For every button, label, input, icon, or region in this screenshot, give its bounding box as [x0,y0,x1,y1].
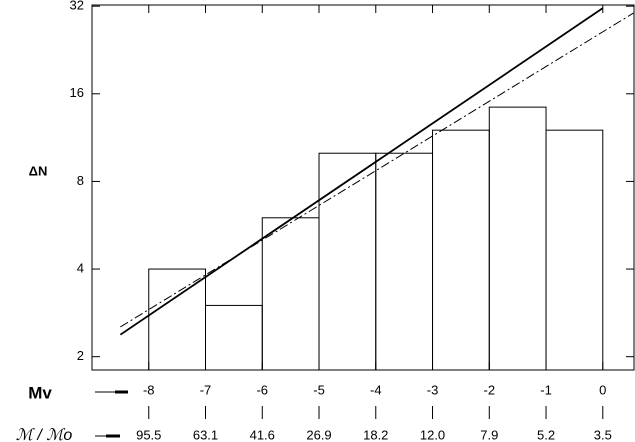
bar [545,129,604,370]
x-tick-label: -3 [427,382,439,397]
plot-area [119,7,634,370]
x-tick-label: -1 [540,382,552,397]
x2-tick-label: 95.5 [136,427,161,442]
x-tick-label: -6 [256,382,268,397]
bar [261,217,320,370]
x-tick-label: 0 [599,382,606,397]
x2-tick-label: 3.5 [594,427,612,442]
y-tick-label: 32 [70,0,84,13]
x-tick-label: -8 [143,382,155,397]
x2-tick-label: 41.6 [250,427,275,442]
plot-frame [91,4,635,371]
y-tick-label: 4 [77,260,84,275]
x-tick-label: -7 [200,382,212,397]
x-axis-label: Mv [28,383,52,402]
fit-line [119,7,604,336]
x2-tick-label: 18.2 [363,427,388,442]
y-tick-label: 16 [70,85,84,100]
bar [318,152,377,370]
bar [432,129,490,370]
x2-tick-label: 26.9 [306,427,331,442]
x2-axis-label: ℳ / ℳo [16,427,73,442]
x-tick-label: -2 [483,382,495,397]
bar [488,106,547,370]
y-axis-label: ΔN [29,163,48,178]
y-tick-label: 2 [77,348,84,363]
fit-line [120,12,634,328]
y-tick-label: 8 [77,173,84,188]
x2-tick-label: 63.1 [193,427,218,442]
bar [205,304,263,370]
x2-tick-label: 5.2 [537,427,555,442]
x2-tick-label: 7.9 [480,427,498,442]
bar [375,152,434,370]
x-tick-label: -5 [313,382,325,397]
x2-tick-label: 12.0 [420,427,445,442]
x-tick-label: -4 [370,382,382,397]
bar [148,268,207,370]
